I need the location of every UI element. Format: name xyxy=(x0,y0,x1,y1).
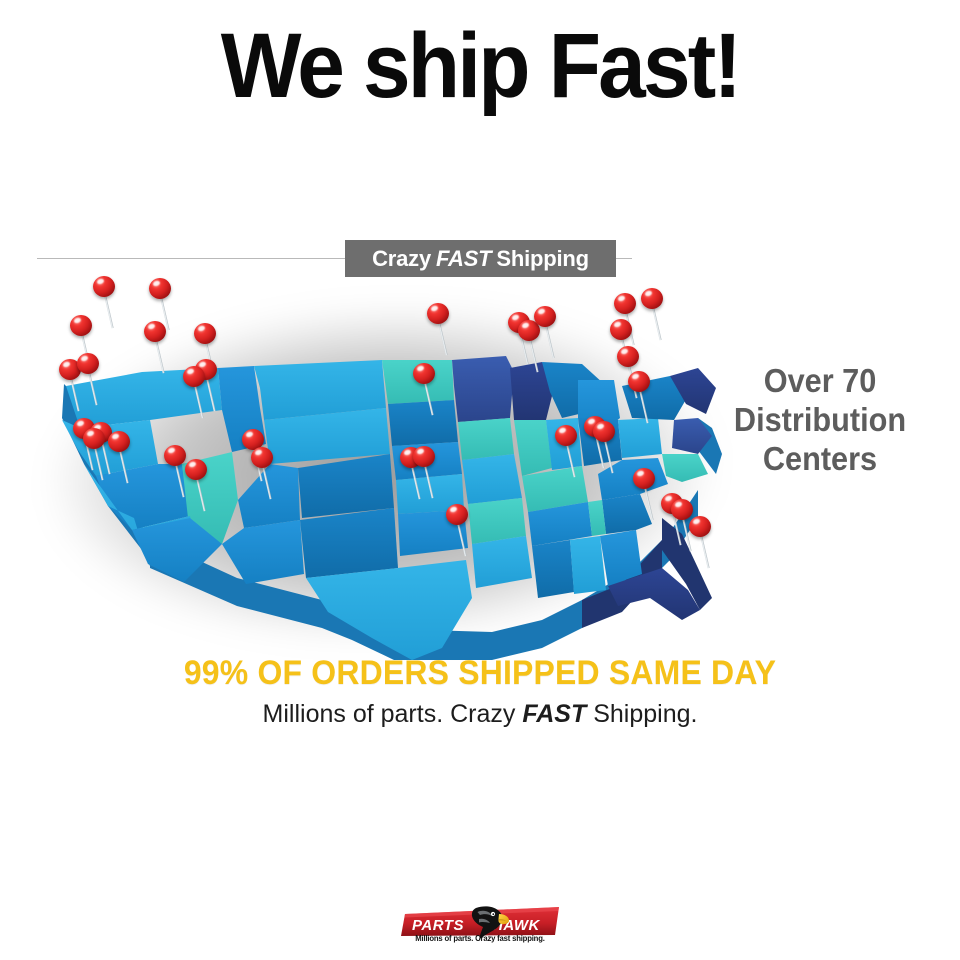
hawk-icon xyxy=(471,906,509,940)
map-pin-head xyxy=(144,321,166,342)
map-pin-head xyxy=(70,315,92,336)
map-pin-head xyxy=(242,429,264,450)
parts-hawk-logo[interactable]: PARTS HAWK Millions of parts. Crazy fast… xyxy=(399,897,561,949)
map-pin-head xyxy=(413,446,435,467)
map-pin-head xyxy=(185,459,207,480)
map-pin-head xyxy=(610,319,632,340)
map-pin-head xyxy=(641,288,663,309)
callout-line-3: Centers xyxy=(762,439,878,477)
map-pin-head xyxy=(555,425,577,446)
us-distribution-map xyxy=(22,268,742,660)
map-pin-head xyxy=(413,363,435,384)
map-pin-head xyxy=(614,293,636,314)
map-pin-head xyxy=(194,323,216,344)
map-pin-head xyxy=(671,499,693,520)
same-day-shipping-headline: 99% OF ORDERS SHIPPED SAME DAY xyxy=(183,654,777,692)
map-pin-head xyxy=(633,468,655,489)
callout-line-1: Over 70 xyxy=(763,362,877,399)
map-pin-head xyxy=(427,303,449,324)
map-pin-head xyxy=(183,366,205,387)
callout-line-2: Distribution xyxy=(733,400,907,438)
crazy-fast-shipping-banner: Crazy FAST Shipping xyxy=(345,240,616,277)
logo-tagline: Millions of parts. Crazy fast shipping. xyxy=(415,933,545,943)
map-pin-head xyxy=(77,353,99,374)
divider-line-left xyxy=(37,258,345,259)
divider-line-right xyxy=(616,258,632,259)
distribution-centers-callout: Over 70 Distribution Centers xyxy=(708,362,931,479)
page-title: We ship Fast! xyxy=(220,15,742,117)
tagline-tail: Shipping. xyxy=(593,700,698,728)
banner-lead-text: Crazy xyxy=(372,245,431,271)
map-pin-head xyxy=(534,306,556,327)
tagline-lead: Millions of parts. Crazy xyxy=(262,700,516,728)
map-pin-head xyxy=(93,276,115,297)
banner-emphasis-text: FAST xyxy=(435,245,492,271)
map-pin-head xyxy=(446,504,468,525)
map-pin-head xyxy=(164,445,186,466)
map-pin-head xyxy=(149,278,171,299)
logo-graphic: PARTS HAWK xyxy=(401,906,559,940)
logo-word-parts: PARTS xyxy=(412,917,464,934)
banner-tail-text: Shipping xyxy=(496,245,589,271)
tagline: Millions of parts. Crazy FAST Shipping. xyxy=(0,700,960,729)
map-pin-head xyxy=(593,421,615,442)
map-pin-head xyxy=(251,447,273,468)
map-pin-head xyxy=(628,371,650,392)
map-pin-head xyxy=(617,346,639,367)
map-pin-head xyxy=(59,359,81,380)
map-pin-head xyxy=(689,516,711,537)
map-pin-head xyxy=(518,320,540,341)
map-pin-head xyxy=(83,428,105,449)
us-map-graphic xyxy=(62,356,722,660)
map-pin-head xyxy=(108,431,130,452)
tagline-emphasis: FAST xyxy=(522,700,587,728)
